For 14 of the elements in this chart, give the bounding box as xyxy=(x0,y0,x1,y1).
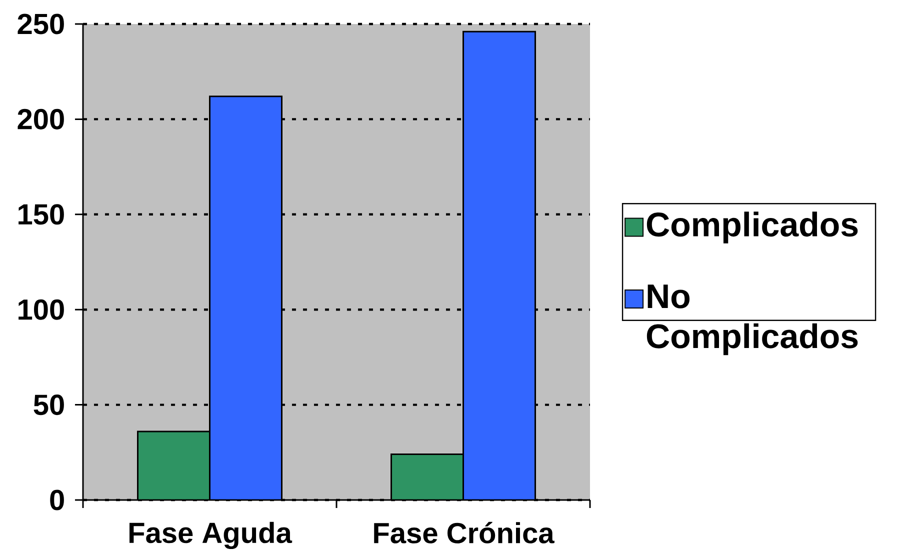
x-tick-label: Fase Aguda xyxy=(130,522,292,550)
y-tick-label: 200 xyxy=(18,108,64,130)
y-tick-label: 150 xyxy=(18,204,64,225)
y-tick-label: 50 xyxy=(34,394,64,416)
y-tick-label: 250 xyxy=(18,14,64,34)
bar xyxy=(138,431,210,500)
legend-label: Complicados xyxy=(646,212,858,244)
bar xyxy=(462,30,536,500)
bar xyxy=(210,96,282,500)
y-tick-label: 0 xyxy=(50,490,64,510)
x-tick-label: Fase Crónica xyxy=(374,522,554,544)
y-tick-label: 100 xyxy=(18,299,64,320)
bar xyxy=(390,454,464,500)
legend-label: No Complicados xyxy=(646,284,858,356)
